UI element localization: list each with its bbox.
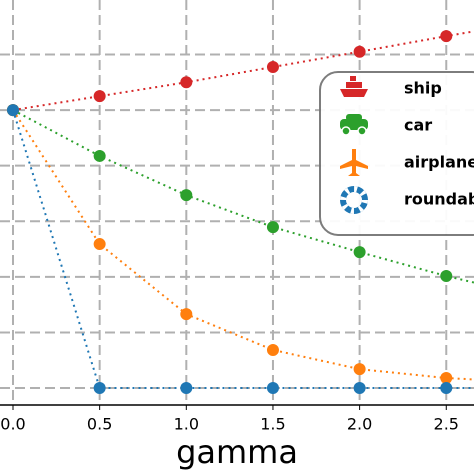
data-point: [180, 76, 193, 89]
data-point: [266, 221, 279, 234]
legend-icon: [340, 149, 368, 176]
legend-label: car: [404, 116, 432, 135]
data-point: [353, 45, 366, 58]
data-point: [353, 382, 366, 395]
legend-icon: [340, 186, 368, 214]
legend-icon: [340, 76, 368, 97]
x-tick-label: 0.0: [0, 415, 25, 434]
data-point: [180, 189, 193, 202]
data-point: [93, 238, 106, 251]
x-axis-label: gamma: [176, 433, 298, 471]
legend-icon: [357, 126, 367, 136]
data-point: [440, 372, 453, 385]
x-tick-label: 1.0: [174, 415, 199, 434]
data-point: [180, 308, 193, 321]
data-point: [266, 382, 279, 395]
data-point: [353, 363, 366, 376]
data-point: [440, 30, 453, 43]
data-point: [440, 382, 453, 395]
data-point: [6, 104, 19, 117]
data-point: [93, 90, 106, 103]
legend-icon: [341, 126, 351, 136]
data-point: [266, 60, 279, 73]
x-tick-label: 1.5: [260, 415, 285, 434]
data-point: [93, 382, 106, 395]
x-tick-label: 0.5: [87, 415, 112, 434]
data-point: [266, 343, 279, 356]
x-tick-label: 2.0: [347, 415, 372, 434]
legend-label: roundabout: [404, 190, 474, 209]
legend-icon: [346, 114, 362, 121]
legend-label: ship: [404, 79, 442, 98]
x-tick-label: 2.5: [434, 415, 459, 434]
legend-box: [319, 71, 474, 236]
data-point: [93, 149, 106, 162]
data-point: [353, 246, 366, 259]
data-point: [180, 382, 193, 395]
legend-label: airplane: [404, 153, 474, 172]
data-point: [440, 270, 453, 283]
